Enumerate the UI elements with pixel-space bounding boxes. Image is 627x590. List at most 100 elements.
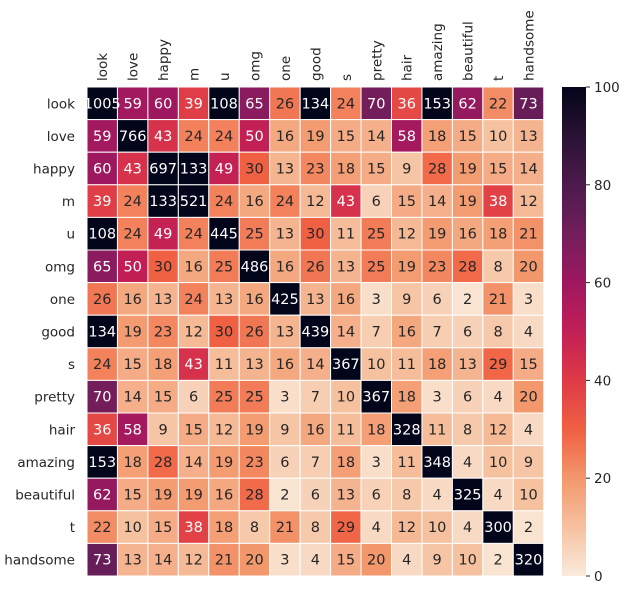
cell-value-label: 43 xyxy=(337,194,355,210)
cell-value-label: 18 xyxy=(337,162,355,178)
y-tick-label: one xyxy=(50,292,75,308)
cell-value-label: 16 xyxy=(276,357,294,373)
cell-value-label: 16 xyxy=(276,129,294,145)
cell-value-label: 16 xyxy=(276,259,294,275)
cell-value-label: 18 xyxy=(397,390,415,406)
heatmap-cell xyxy=(86,510,118,544)
cell-value-label: 1005 xyxy=(84,96,121,112)
heatmap-cell xyxy=(238,119,271,153)
heatmap-cell xyxy=(208,119,240,153)
cell-value-label: 28 xyxy=(458,259,476,275)
cell-value-label: 766 xyxy=(119,129,147,145)
cell-value-label: 19 xyxy=(458,194,476,210)
x-tick-label: pretty xyxy=(369,40,385,81)
heatmap-cell xyxy=(421,216,453,251)
cell-value-label: 23 xyxy=(306,162,324,178)
cell-value-label: 60 xyxy=(154,96,172,112)
cell-value-label: 19 xyxy=(397,259,415,275)
cell-value-label: 49 xyxy=(154,227,172,243)
heatmap-cell xyxy=(177,184,210,218)
cell-value-label: 486 xyxy=(241,259,269,275)
heatmap-cell xyxy=(238,347,271,381)
y-tick-label: look xyxy=(47,96,75,112)
cell-value-label: 29 xyxy=(489,357,507,373)
cell-value-label: 9 xyxy=(402,162,411,178)
heatmap-cell xyxy=(269,347,301,381)
cell-value-label: 15 xyxy=(337,129,355,145)
heatmap-cell xyxy=(421,379,453,414)
cell-value-label: 18 xyxy=(337,455,355,471)
cell-value-label: 16 xyxy=(337,292,355,308)
cell-value-label: 26 xyxy=(245,325,263,341)
cell-value-label: 13 xyxy=(306,292,324,308)
cell-value-label: 133 xyxy=(149,194,177,210)
cell-value-label: 13 xyxy=(154,292,172,308)
y-tick-label: beautiful xyxy=(15,488,75,504)
heatmap-cell xyxy=(269,542,301,577)
y-tick-label: love xyxy=(47,129,75,145)
x-tick-label: happy xyxy=(156,39,172,81)
cell-value-label: 7 xyxy=(311,455,320,471)
heatmap-cell xyxy=(451,542,484,577)
cell-value-label: 10 xyxy=(337,390,355,406)
heatmap-cell xyxy=(269,379,301,414)
cell-value-label: 19 xyxy=(154,488,172,504)
cell-value-label: 19 xyxy=(306,129,324,145)
cell-value-label: 11 xyxy=(215,357,233,373)
cell-value-label: 25 xyxy=(367,227,385,243)
cell-value-label: 2 xyxy=(493,553,502,569)
heatmap-cell xyxy=(512,347,545,381)
cell-value-label: 70 xyxy=(367,96,385,112)
cell-value-label: 13 xyxy=(276,162,294,178)
heatmap-cell xyxy=(299,347,332,381)
cell-value-label: 16 xyxy=(184,259,202,275)
heatmap-cell xyxy=(360,184,392,218)
heatmap-cell xyxy=(299,282,332,316)
heatmap-cell xyxy=(177,379,210,414)
cell-value-label: 2 xyxy=(463,292,472,308)
heatmap-cell xyxy=(86,249,118,284)
cell-value-label: 18 xyxy=(154,357,172,373)
cell-value-label: 6 xyxy=(463,390,472,406)
cell-value-label: 38 xyxy=(184,520,202,536)
heatmap-cell xyxy=(512,249,545,284)
heatmap-cell xyxy=(421,510,453,544)
cell-value-label: 13 xyxy=(519,129,537,145)
heatmap-cell xyxy=(451,477,484,512)
cell-value-label: 20 xyxy=(245,553,263,569)
heatmap-cell xyxy=(482,445,514,479)
cell-value-label: 19 xyxy=(123,325,141,341)
cell-value-label: 445 xyxy=(210,227,238,243)
heatmap-cell xyxy=(269,119,301,153)
cell-value-label: 15 xyxy=(154,390,172,406)
y-tick-label: m xyxy=(62,194,75,210)
cell-value-label: 15 xyxy=(123,488,141,504)
cell-value-label: 12 xyxy=(184,553,202,569)
heatmap-cell xyxy=(86,542,118,577)
heatmap-cell xyxy=(269,249,301,284)
cell-value-label: 58 xyxy=(397,129,415,145)
cell-value-label: 60 xyxy=(93,162,111,178)
x-tick-label: love xyxy=(126,53,142,81)
heatmap-cell xyxy=(391,445,423,479)
cell-value-label: 12 xyxy=(306,194,324,210)
heatmap-cell xyxy=(86,119,118,153)
cell-value-label: 24 xyxy=(184,292,202,308)
heatmap-cell xyxy=(330,477,362,512)
cell-value-label: 24 xyxy=(123,194,141,210)
cell-value-label: 73 xyxy=(93,553,111,569)
heatmap-cell xyxy=(421,119,453,153)
colorbar: 0 20 40 60 80 100 xyxy=(562,80,620,585)
cell-value-label: 18 xyxy=(428,357,446,373)
cell-value-label: 6 xyxy=(311,488,320,504)
y-tick-label: handsome xyxy=(4,553,75,569)
heatmap-cell xyxy=(391,412,423,447)
cell-value-label: 30 xyxy=(215,325,233,341)
y-tick-label: hair xyxy=(49,422,76,438)
heatmap-cell xyxy=(86,347,118,381)
x-axis: look love happy m u omg one good s pretty hair amaz… xyxy=(95,10,537,81)
cell-value-label: 13 xyxy=(123,553,141,569)
heatmap-cell xyxy=(86,184,118,218)
cell-value-label: 4 xyxy=(493,488,502,504)
cell-value-label: 2 xyxy=(280,488,289,504)
